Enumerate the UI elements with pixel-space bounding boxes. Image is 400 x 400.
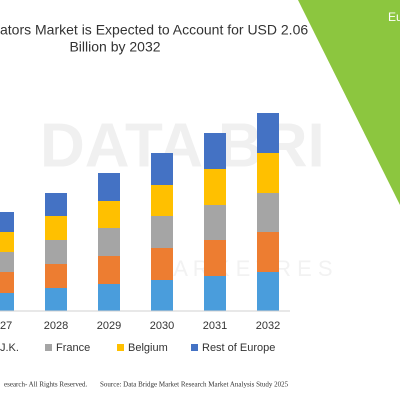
- bar-segment: [151, 280, 173, 311]
- legend-swatch: [45, 344, 52, 351]
- x-tick-label: 2031: [203, 320, 227, 332]
- bar-segment: [257, 232, 279, 272]
- bar-segment: [98, 284, 120, 311]
- chart-title: ators Market is Expected to Account for …: [0, 22, 308, 38]
- bar-segment: [257, 113, 279, 153]
- bar-segment: [98, 201, 120, 228]
- legend-label: Rest of Europe: [202, 342, 275, 354]
- bar-segment: [204, 169, 226, 205]
- bar-segment: [98, 256, 120, 284]
- legend-swatch: [117, 344, 124, 351]
- x-tick-label: 2029: [97, 320, 121, 332]
- bar-segment: [151, 248, 173, 280]
- bar-segment: [204, 240, 226, 276]
- bar-segment: [151, 216, 173, 248]
- bar-segment: [0, 252, 14, 272]
- bar-segment: [257, 193, 279, 232]
- legend-label: J.K.: [0, 342, 19, 354]
- bar-segment: [0, 232, 14, 252]
- bar-segment: [0, 212, 14, 232]
- bar-segment: [45, 288, 67, 311]
- bar-segment: [45, 264, 67, 288]
- bar-segment: [204, 133, 226, 169]
- watermark: DATA BRI: [40, 111, 325, 180]
- corner-text: Eu: [388, 10, 400, 24]
- bar-segment: [45, 216, 67, 240]
- legend-label: France: [56, 342, 90, 354]
- footer: esearch- All Rights Reserved.: [4, 381, 87, 389]
- x-tick-label: 2032: [256, 320, 280, 332]
- x-tick-label: 027: [0, 320, 12, 332]
- x-tick-label: 2028: [44, 320, 68, 332]
- chart-title: Billion by 2032: [69, 39, 160, 55]
- legend-swatch: [191, 344, 198, 351]
- bar-segment: [0, 293, 14, 311]
- bar-segment: [98, 228, 120, 256]
- bar-segment: [257, 272, 279, 311]
- bar-segment: [45, 193, 67, 216]
- bar-segment: [0, 272, 14, 293]
- footer: Source: Data Bridge Market Research Mark…: [100, 381, 289, 389]
- x-tick-label: 2030: [150, 320, 174, 332]
- bar-segment: [204, 205, 226, 240]
- bar-segment: [151, 153, 173, 185]
- legend-label: Belgium: [128, 342, 168, 354]
- bar-segment: [257, 153, 279, 193]
- corner-banner: [298, 0, 400, 205]
- bar-segment: [151, 185, 173, 216]
- bar-segment: [204, 276, 226, 311]
- bar-segment: [98, 173, 120, 201]
- watermark: M A R K E T R E S: [150, 256, 333, 281]
- bar-segment: [45, 240, 67, 264]
